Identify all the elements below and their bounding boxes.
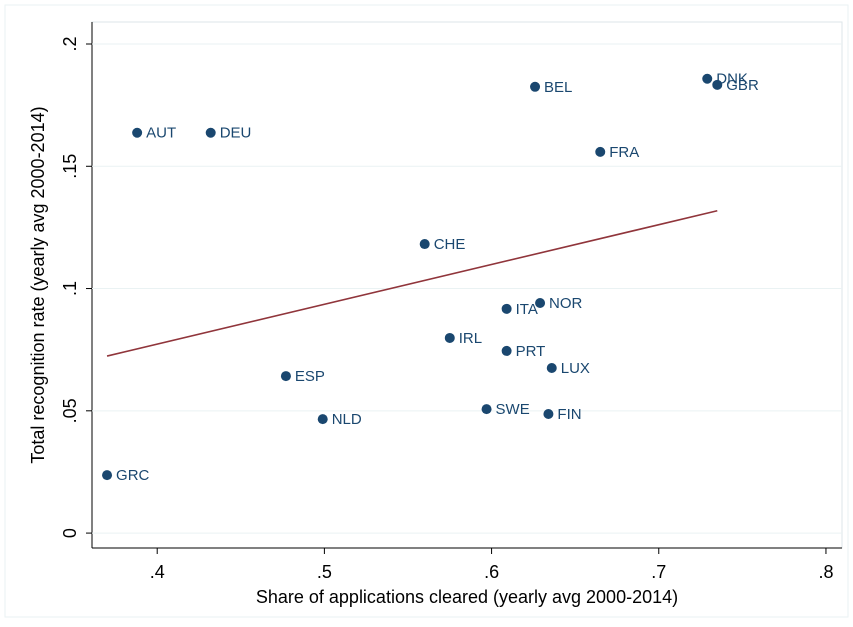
point-label: CHE	[434, 236, 466, 253]
y-tick-label: .15	[60, 154, 80, 179]
x-axis-title: Share of applications cleared (yearly av…	[256, 587, 678, 607]
point-label: DNK	[716, 71, 748, 88]
point-label: BEL	[544, 79, 572, 96]
point-label: ESP	[295, 368, 325, 385]
point-label: NOR	[549, 295, 583, 312]
y-tick-label: .05	[60, 398, 80, 423]
point-label: FIN	[557, 406, 581, 423]
point-label: FRA	[609, 144, 639, 161]
point	[102, 470, 113, 481]
y-tick-label: 0	[60, 528, 80, 538]
point	[702, 73, 713, 84]
point	[280, 371, 291, 382]
point	[317, 414, 328, 425]
point	[530, 81, 541, 92]
point-label: SWE	[496, 401, 530, 418]
x-tick-label: .4	[150, 562, 165, 582]
point	[712, 79, 723, 90]
point	[595, 146, 606, 157]
point	[419, 239, 430, 250]
point	[481, 404, 492, 415]
point	[205, 127, 216, 138]
fit-line	[106, 210, 718, 357]
point-label: AUT	[146, 125, 176, 142]
plot-area	[91, 21, 843, 549]
x-tick-label: .6	[484, 562, 499, 582]
point-label: LUX	[561, 360, 590, 377]
point	[132, 127, 143, 138]
point-label: GRC	[116, 467, 150, 484]
x-tick-label: .5	[317, 562, 332, 582]
point-label: PRT	[516, 343, 546, 360]
y-tick-label: .2	[60, 37, 80, 52]
point	[535, 297, 546, 308]
y-tick-label: .1	[60, 281, 80, 296]
point	[444, 332, 455, 343]
x-tick-label: .7	[651, 562, 666, 582]
y-axis-title: Total recognition rate (yearly avg 2000-…	[28, 106, 48, 463]
x-tick-label: .8	[818, 562, 833, 582]
point-label: ITA	[516, 301, 538, 318]
point-label: NLD	[332, 411, 362, 428]
point	[546, 363, 557, 374]
point	[501, 345, 512, 356]
point-label: DEU	[220, 125, 252, 142]
point-label: GBR	[726, 77, 759, 94]
point-label: IRL	[459, 330, 482, 347]
point	[543, 408, 554, 419]
point	[501, 303, 512, 314]
